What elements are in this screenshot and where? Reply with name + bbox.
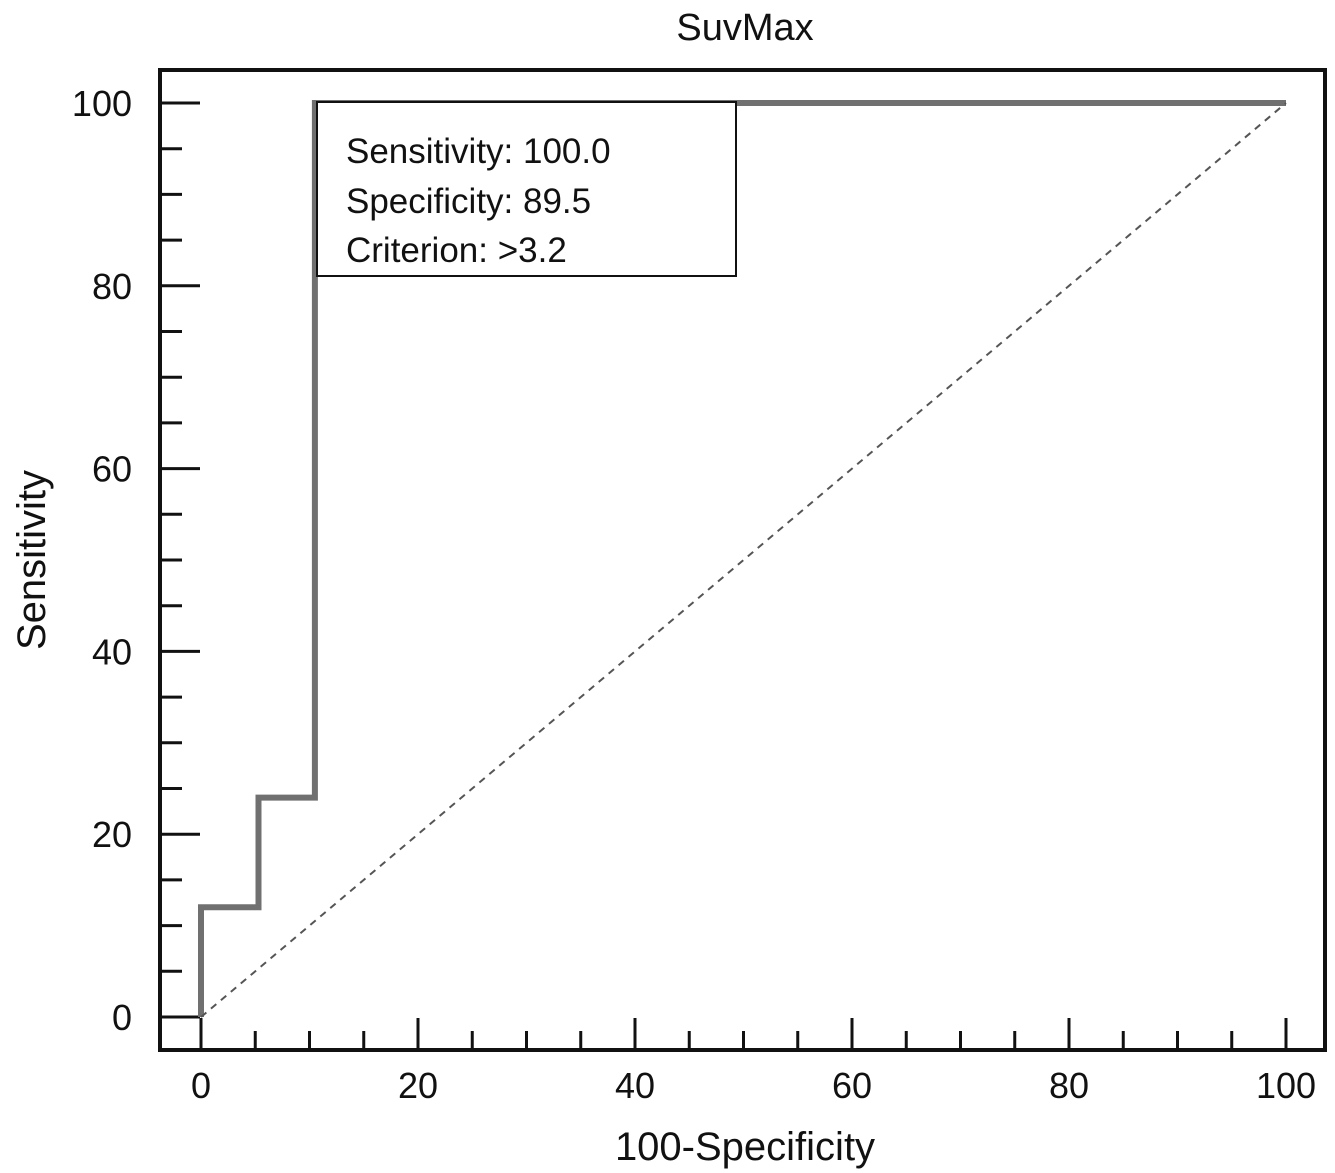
series-layer [198,100,1287,1018]
annotation-criterion: Criterion: >3.2 [346,231,567,270]
annotation-sensitivity: Sensitivity: 100.0 [346,132,611,171]
x-axis-label: 100-Specificity [615,1125,875,1169]
x-tick-label: 20 [398,1065,438,1106]
y-tick-label: 0 [112,997,132,1038]
chart-title: SuvMax [676,7,813,49]
annotation-frame [316,101,737,277]
y-axis-label: Sensitivity [10,470,54,650]
plot-frame [158,68,1327,1052]
y-tick-label: 100 [72,83,132,124]
y-tick-label: 80 [92,266,132,307]
y-axis-ticks: 0 20 40 60 80 100 [72,83,200,1038]
x-tick-label: 0 [191,1065,211,1106]
annotation-specificity: Specificity: 89.5 [346,182,591,221]
y-tick-label: 60 [92,449,132,490]
y-tick-label: 40 [92,631,132,672]
y-tick-label: 20 [92,814,132,855]
roc-curve-line [198,100,1286,1017]
x-axis-ticks: 0 20 40 60 80 100 [191,1018,1316,1106]
x-tick-label: 100 [1256,1065,1316,1106]
reference-diagonal-line [200,102,1287,1018]
x-tick-label: 40 [615,1065,655,1106]
annotation-box: Sensitivity: 100.0 Specificity: 89.5 Cri… [316,101,737,277]
x-tick-label: 80 [1049,1065,1089,1106]
x-tick-label: 60 [832,1065,872,1106]
